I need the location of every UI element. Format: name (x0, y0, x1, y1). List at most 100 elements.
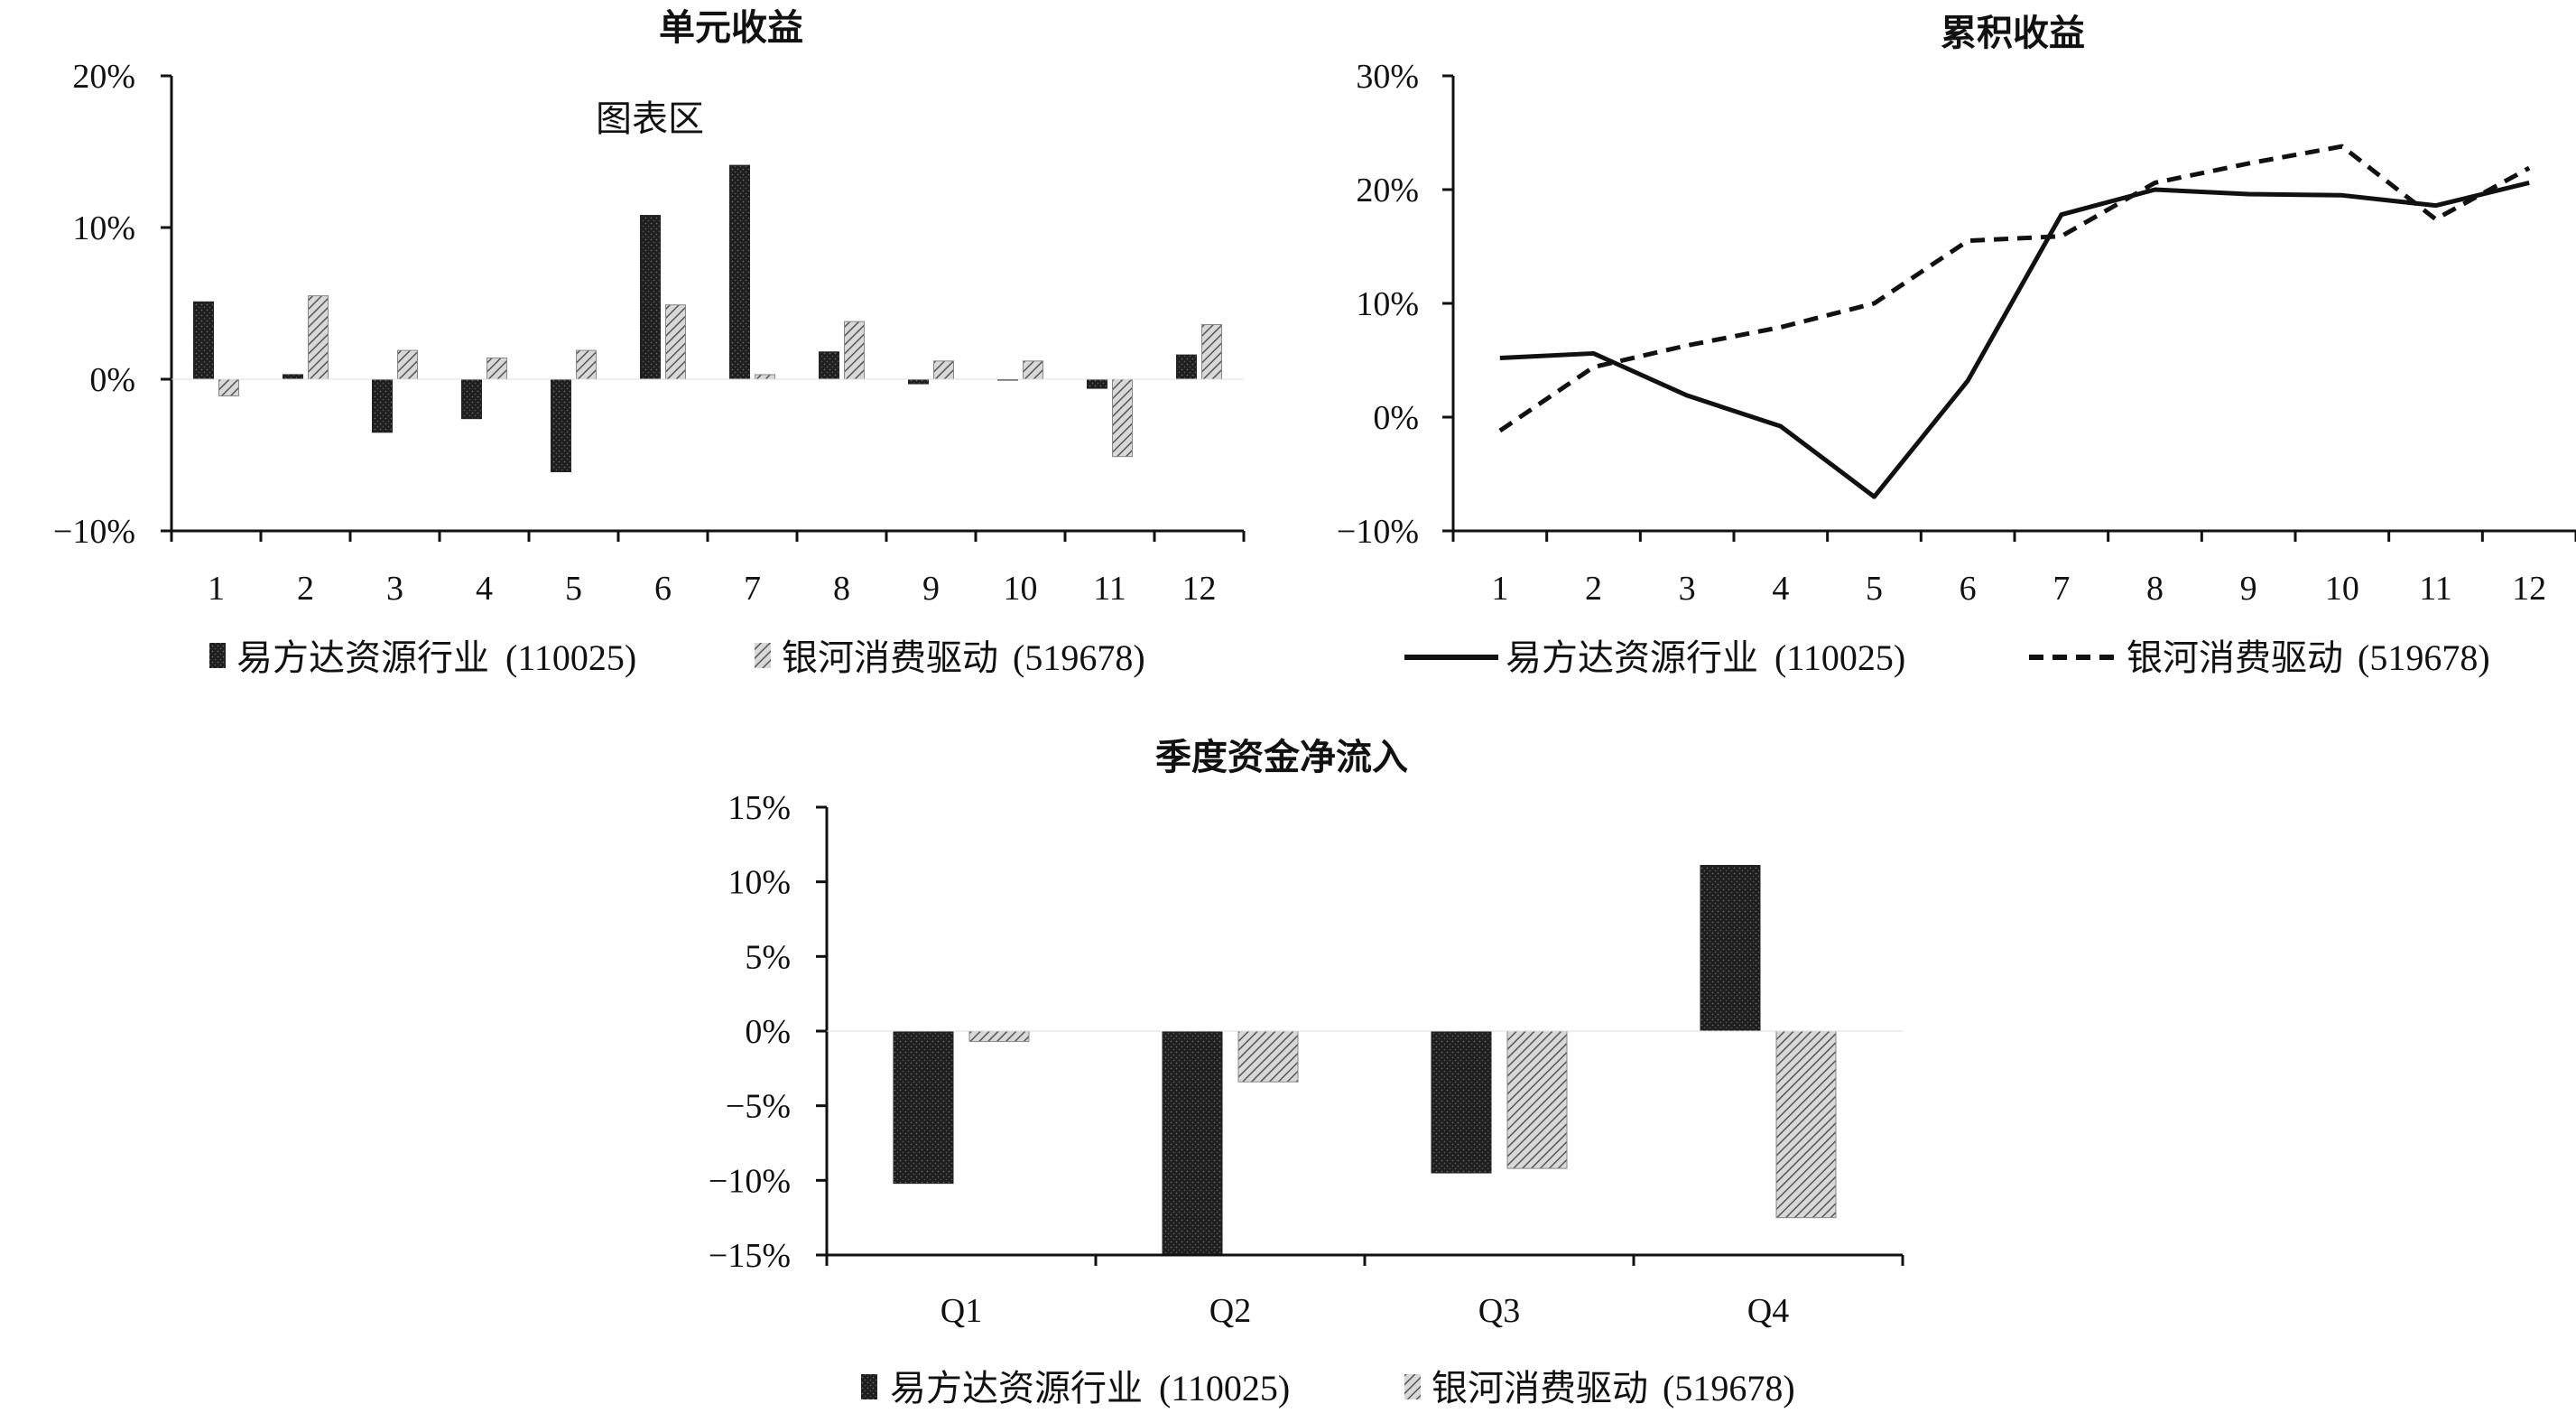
chart-area-label: 图表区 (596, 98, 704, 140)
axes (1451, 76, 2576, 542)
x-tick-label: 11 (2419, 570, 2452, 608)
bar-yinhe-Q4 (1775, 1030, 1837, 1219)
cumulative-return-chart: 累积收益 −10%0%10%20%30% 1 2 3 4 5 6 7 8 9 10 11 12 易方达… (1337, 13, 2576, 679)
y-tick-label: 0% (89, 361, 135, 399)
bar-yinhe-4 (486, 357, 507, 380)
x-tick-label: Q1 (941, 1292, 982, 1330)
bar-efund-4 (461, 378, 482, 420)
x-tick-label: 3 (386, 570, 403, 608)
y-tick-label: −15% (709, 1237, 791, 1275)
legend-label-2: 银河消费驱动 (2127, 637, 2343, 679)
x-tick-label: 6 (654, 570, 672, 608)
bar-yinhe-8 (844, 321, 865, 380)
legend-swatch-dark (861, 1374, 877, 1399)
y-tick-label: −10% (1337, 513, 1419, 551)
legend-code-2: (519678) (1013, 637, 1145, 678)
x-axis-ticks: 1 2 3 4 5 6 7 8 9 10 11 12 (1491, 570, 2546, 608)
bar-marks (193, 164, 1222, 472)
y-axis-ticks: −15% −10% −5% 0% 5% 10% 15% (709, 789, 827, 1275)
x-tick-label: Q2 (1209, 1292, 1251, 1330)
bar-efund-7 (729, 164, 750, 380)
x-tick-label: 12 (1182, 570, 1217, 608)
axes (170, 76, 1246, 542)
legend-code-1: (110025) (505, 637, 636, 678)
x-tick-label: 8 (2146, 570, 2164, 608)
x-tick-label: 11 (1093, 570, 1126, 608)
y-tick-label: 0% (1373, 399, 1419, 437)
x-tick-label: 1 (1491, 570, 1508, 608)
y-tick-label: 10% (727, 864, 791, 902)
bar-yinhe-Q1 (968, 1030, 1030, 1043)
x-tick-label: 7 (2052, 570, 2070, 608)
chart-title: 累积收益 (1941, 13, 2085, 54)
bar-yinhe-9 (933, 360, 954, 380)
legend-code-1: (110025) (1774, 637, 1905, 678)
x-axis-ticks: Q1 Q2 Q3 Q4 (941, 1292, 1789, 1330)
bar-efund-8 (819, 351, 839, 380)
bar-efund-Q1 (893, 1030, 954, 1185)
x-tick-label: 1 (208, 570, 225, 608)
axes (825, 807, 1904, 1266)
legend-label-1: 易方达资源行业 (890, 1368, 1143, 1409)
y-tick-label: 20% (72, 58, 135, 96)
line-yinhe-dashed (1498, 144, 2531, 433)
x-tick-label: 9 (922, 570, 940, 608)
x-tick-label: 4 (476, 570, 493, 608)
x-tick-label: 4 (1772, 570, 1789, 608)
x-tick-label: 9 (2240, 570, 2257, 608)
legend: 易方达资源行业 (110025) 银河消费驱动 (519678) (861, 1368, 1795, 1409)
legend: 易方达资源行业 (110025) 银河消费驱动 (519678) (1404, 637, 2490, 679)
legend-code-2: (519678) (1663, 1368, 1795, 1408)
x-tick-label: 3 (1679, 570, 1696, 608)
legend-swatch-dark (209, 643, 226, 668)
bar-marks (893, 864, 1837, 1254)
y-axis-ticks: −10% 0% 10% 20% 30% (1337, 58, 1453, 551)
legend: 易方达资源行业 (110025) 银河消费驱动 (519678) (209, 637, 1145, 679)
x-tick-label: 10 (1004, 570, 1038, 608)
bar-yinhe-11 (1112, 378, 1133, 458)
bar-efund-2 (283, 374, 303, 380)
y-tick-label: 30% (1356, 58, 1419, 96)
y-axis-ticks: −10% 0% 10% 20% (53, 58, 171, 551)
y-tick-label: 10% (72, 209, 135, 247)
y-tick-label: 5% (745, 938, 791, 976)
x-tick-label: 2 (1585, 570, 1602, 608)
bar-efund-Q2 (1162, 1030, 1223, 1254)
bar-efund-1 (193, 301, 214, 380)
bar-efund-12 (1176, 354, 1197, 380)
bar-efund-5 (551, 378, 571, 472)
bar-efund-9 (908, 378, 929, 385)
legend-label-1: 易方达资源行业 (236, 637, 489, 679)
y-tick-label: 15% (727, 789, 791, 827)
bar-yinhe-3 (397, 349, 418, 380)
bar-yinhe-12 (1201, 324, 1222, 380)
legend-code-2: (519678) (2358, 637, 2490, 678)
legend-swatch-hatch (755, 643, 771, 668)
bar-yinhe-5 (576, 349, 597, 380)
quarterly-net-inflow-chart: 季度资金净流入 −15% −10% −5% 0% 5% 10% 15% Q1 Q2 Q3 Q4 易… (709, 737, 1904, 1409)
legend-label-1: 易方达资源行业 (1506, 637, 1758, 679)
unit-return-chart: 单元收益 图表区 −10%0%10%20% 1 2 3 4 5 6 7 8 9 10 11 12 易方… (53, 7, 1246, 679)
bar-efund-11 (1087, 378, 1107, 389)
bar-yinhe-10 (1023, 360, 1043, 380)
legend-code-1: (110025) (1159, 1368, 1290, 1408)
x-axis-ticks: 1 2 3 4 5 6 7 8 9 10 11 12 (208, 570, 1217, 608)
legend-label-2: 银河消费驱动 (1432, 1368, 1648, 1409)
y-tick-label: 20% (1356, 172, 1419, 209)
chart-title: 单元收益 (659, 7, 803, 49)
chart-title: 季度资金净流入 (1155, 737, 1408, 778)
bar-yinhe-1 (218, 378, 239, 396)
x-tick-label: Q3 (1478, 1292, 1520, 1330)
bar-yinhe-Q3 (1506, 1030, 1568, 1169)
y-tick-label: −5% (726, 1088, 791, 1126)
legend-label-2: 银河消费驱动 (782, 637, 998, 679)
y-tick-label: 10% (1356, 285, 1419, 323)
x-tick-label: 8 (833, 570, 850, 608)
x-tick-label: Q4 (1747, 1292, 1789, 1330)
x-tick-label: 12 (2512, 570, 2546, 608)
y-tick-label: 0% (745, 1013, 791, 1051)
x-tick-label: 6 (1960, 570, 1977, 608)
y-tick-label: −10% (709, 1162, 791, 1200)
bar-efund-6 (640, 215, 661, 380)
